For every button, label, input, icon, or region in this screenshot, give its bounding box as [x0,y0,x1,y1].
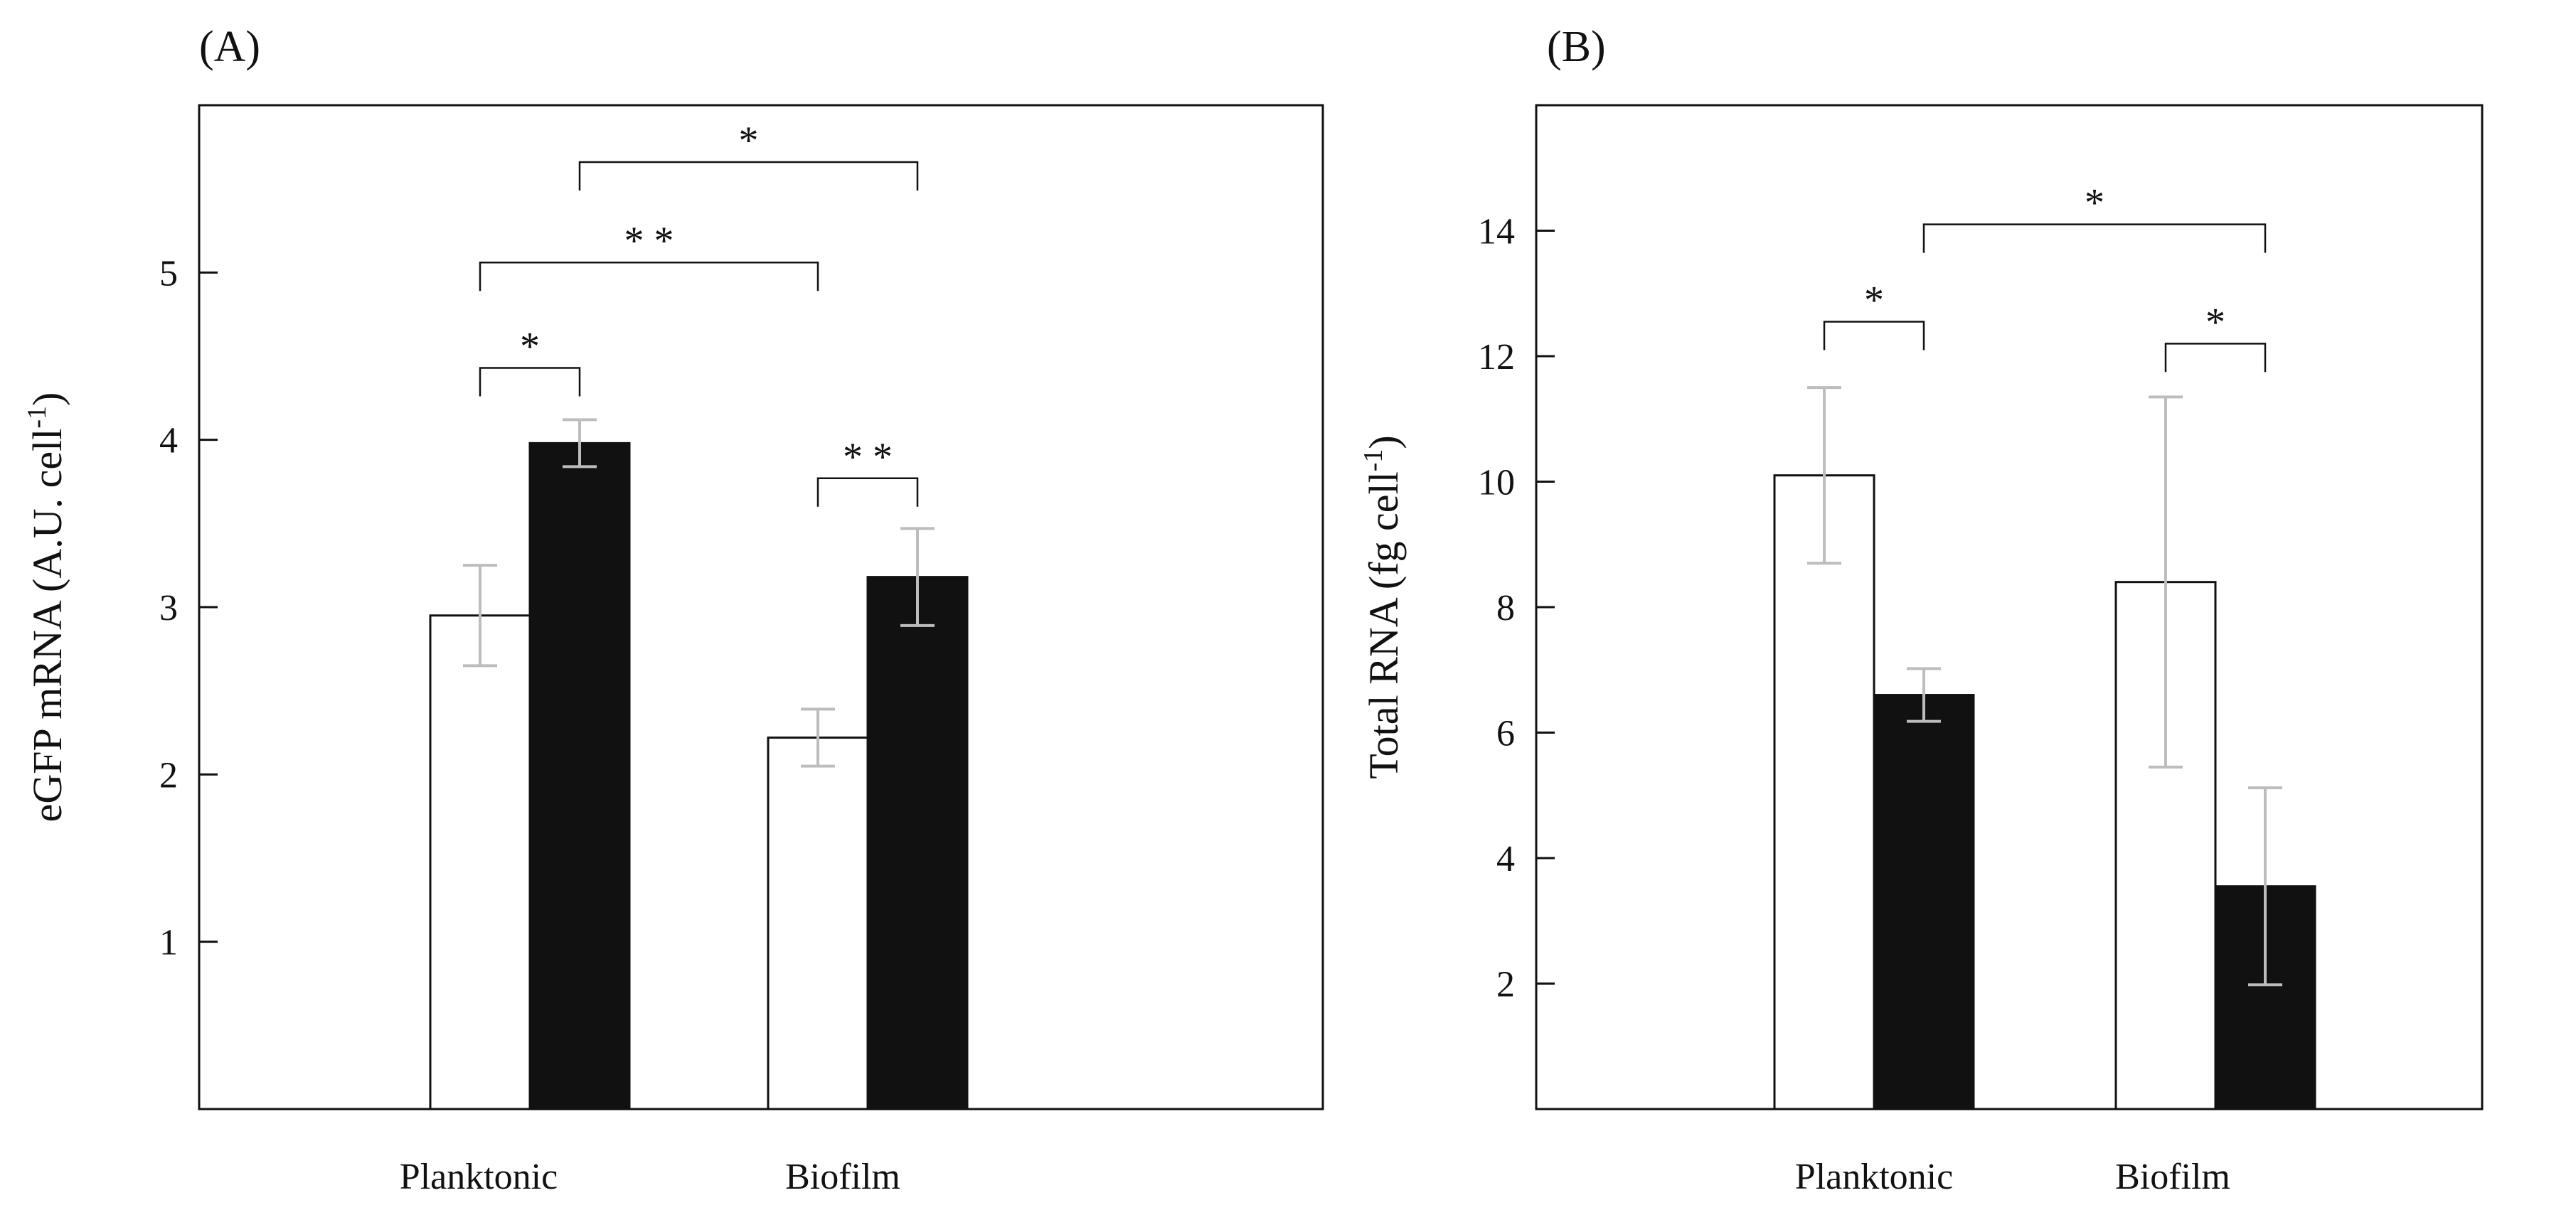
x-category-label: Biofilm [785,1157,900,1197]
y-axis-title: Total RNA (fg cell-1) [1358,435,1407,778]
bar-filled [528,441,631,1110]
significance-bracket [479,261,819,291]
significance-bracket [1922,223,2267,253]
significance-label: * [739,119,759,163]
plot-frame [1535,104,2484,1110]
y-tick-label: 4 [1496,839,1515,879]
x-category-label: Planktonic [400,1157,558,1197]
y-tick-label: 5 [159,253,178,294]
significance-label: * [2085,181,2104,225]
panel-label: (A) [199,23,260,71]
significance-bracket [578,161,919,191]
y-tick-label: 12 [1478,337,1515,378]
significance-bracket [2164,343,2267,373]
y-tick-label: 3 [159,588,178,628]
bar-open [1773,474,1875,1110]
significance-label: * [2205,300,2225,344]
y-tick-label: 4 [159,421,178,461]
panel-b: (B) 2 4 6 8 10 12 14 Total RNA (fg cell-1) Plankt… [1358,23,2484,1197]
significance-bracket [1823,321,1925,350]
bar-open [429,614,531,1110]
y-tick-label: 2 [1496,965,1515,1005]
y-tick-label: 10 [1478,463,1515,503]
significance-label: * [520,324,540,368]
significance-bracket [479,367,581,397]
y-tick-label: 2 [159,755,178,796]
y-tick-label: 14 [1478,212,1515,252]
significance-label: * * [843,435,893,479]
significance-label: * [1864,278,1884,322]
y-axis-title: eGFP mRNA (A.U. cell-1) [22,392,70,823]
x-category-label: Biofilm [2115,1157,2230,1197]
y-tick-label: 1 [159,923,178,963]
panel-a: (A) 1 2 3 4 5 eGFP mRNA (A.U. cell-1) Planktoni… [22,23,1324,1197]
y-tick-label: 8 [1496,588,1515,628]
y-tick-label: 6 [1496,714,1515,754]
plot-frame [198,104,1324,1110]
bar-filled [866,576,969,1110]
x-category-label: Planktonic [1795,1157,1953,1197]
bar-filled [1873,694,1975,1110]
significance-bracket [816,477,919,507]
significance-label: * * [624,219,674,263]
bar-filled [2214,885,2316,1110]
bar-open [767,737,869,1110]
panel-label: (B) [1547,23,1606,71]
